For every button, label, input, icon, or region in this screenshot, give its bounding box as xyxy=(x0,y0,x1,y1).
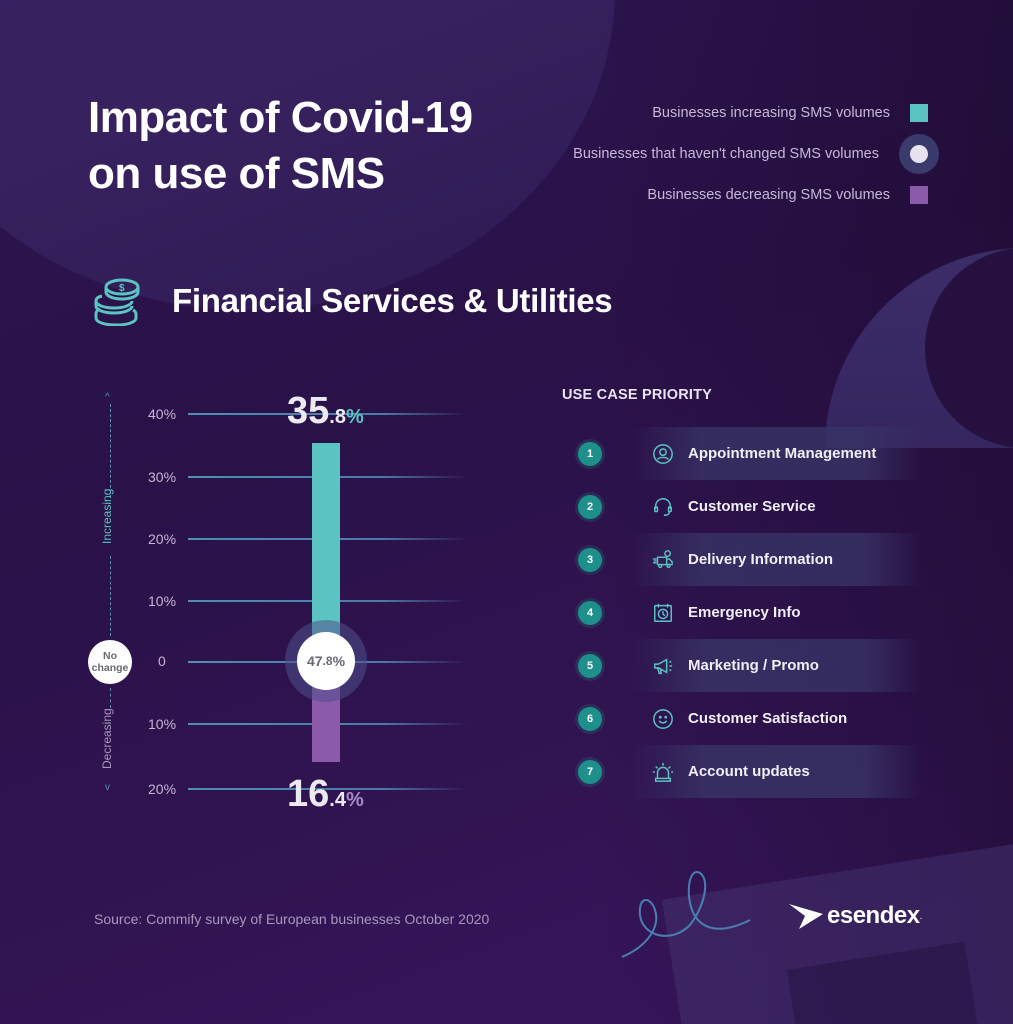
legend-label: Businesses increasing SMS volumes xyxy=(652,104,890,121)
tick-label: 20% xyxy=(148,531,177,547)
source-note: Source: Commify survey of European busin… xyxy=(94,911,490,927)
coins-icon: $ xyxy=(94,278,140,326)
rank-badge: 6 xyxy=(578,706,602,731)
tick-label: 30% xyxy=(148,469,177,485)
tick-label: 0 xyxy=(158,653,166,669)
use-case-list: 1 Appointment Management 2 Customer Serv… xyxy=(572,427,922,798)
legend-item-decreasing: Businesses decreasing SMS volumes xyxy=(573,174,928,215)
use-case-label: Customer Satisfaction xyxy=(688,710,848,727)
logo-arrow-icon xyxy=(789,904,823,929)
increasing-value: 35.8% xyxy=(287,390,364,432)
background-shade xyxy=(593,0,1013,1024)
esendex-logo: esendex. xyxy=(789,902,922,930)
list-item: 2 Customer Service xyxy=(572,480,902,533)
grid-line xyxy=(188,413,468,415)
axis-label-decreasing: Decreasing xyxy=(100,708,114,769)
arrow-down-icon: v xyxy=(105,782,110,793)
section-title: Financial Services & Utilities xyxy=(172,282,613,319)
rank-badge: 2 xyxy=(578,494,602,519)
list-item: 4 Emergency Info xyxy=(572,586,902,639)
list-item: 1 Appointment Management xyxy=(572,427,922,480)
legend-label: Businesses decreasing SMS volumes xyxy=(647,186,890,203)
list-item: 5 Marketing / Promo xyxy=(572,639,922,692)
list-item: 7 Account updates xyxy=(572,745,922,798)
use-case-label: Customer Service xyxy=(688,498,816,515)
user-circle-icon xyxy=(653,443,673,464)
title-line-1: Impact of Covid-19 xyxy=(88,93,473,142)
tick-label: 10% xyxy=(148,593,177,609)
smiley-icon xyxy=(653,708,673,729)
purple-square-icon xyxy=(910,185,928,204)
axis-dash-mid xyxy=(110,556,111,636)
brand-name: esendex xyxy=(827,902,920,929)
page-title: Impact of Covid-19 on use of SMS xyxy=(88,90,473,202)
tick-label: 40% xyxy=(148,406,177,422)
rank-badge: 5 xyxy=(578,653,602,678)
decorative-squiggle xyxy=(621,871,751,958)
legend-item-unchanged: Businesses that haven't changed SMS volu… xyxy=(573,133,939,174)
axis-label-increasing: Increasing xyxy=(100,488,114,544)
use-case-label: Marketing / Promo xyxy=(688,657,819,674)
use-case-label: Account updates xyxy=(688,763,810,780)
legend-item-increasing: Businesses increasing SMS volumes xyxy=(573,92,928,133)
use-case-label: Appointment Management xyxy=(688,445,877,462)
svg-text:$: $ xyxy=(119,283,125,294)
use-case-heading: USE CASE PRIORITY xyxy=(562,387,713,403)
rank-badge: 4 xyxy=(578,600,602,625)
use-case-label: Emergency Info xyxy=(688,604,801,621)
use-case-label: Delivery Information xyxy=(688,551,834,568)
white-dot-icon xyxy=(899,133,939,174)
tick-label: 10% xyxy=(148,716,177,732)
tick-label: 20% xyxy=(148,781,177,797)
grid-line xyxy=(188,788,468,790)
rank-badge: 3 xyxy=(578,547,602,572)
no-change-badge: No change xyxy=(88,640,132,684)
headset-icon xyxy=(654,497,672,516)
legend-label: Businesses that haven't changed SMS volu… xyxy=(573,145,879,162)
axis-dash-top xyxy=(110,404,111,498)
siren-icon xyxy=(652,762,674,782)
delivery-truck-icon xyxy=(652,549,673,568)
section-header: $ Financial Services & Utilities xyxy=(92,276,613,326)
arrow-up-icon: ^ xyxy=(105,392,110,403)
axis-dash-low xyxy=(110,688,111,708)
bar-chart: ^ Increasing No change Decreasing v 40% … xyxy=(0,380,520,830)
title-line-2: on use of SMS xyxy=(88,149,385,198)
rank-badge: 7 xyxy=(578,759,602,784)
list-item: 3 Delivery Information xyxy=(572,533,922,586)
decreasing-value: 16.4% xyxy=(287,773,364,815)
list-item: 6 Customer Satisfaction xyxy=(572,692,902,745)
unchanged-value: 47.8% xyxy=(297,632,355,690)
legend: Businesses increasing SMS volumes Busine… xyxy=(573,92,939,215)
alarm-calendar-icon xyxy=(654,603,672,622)
rank-badge: 1 xyxy=(578,441,602,466)
megaphone-icon xyxy=(654,657,673,674)
teal-square-icon xyxy=(910,103,928,122)
